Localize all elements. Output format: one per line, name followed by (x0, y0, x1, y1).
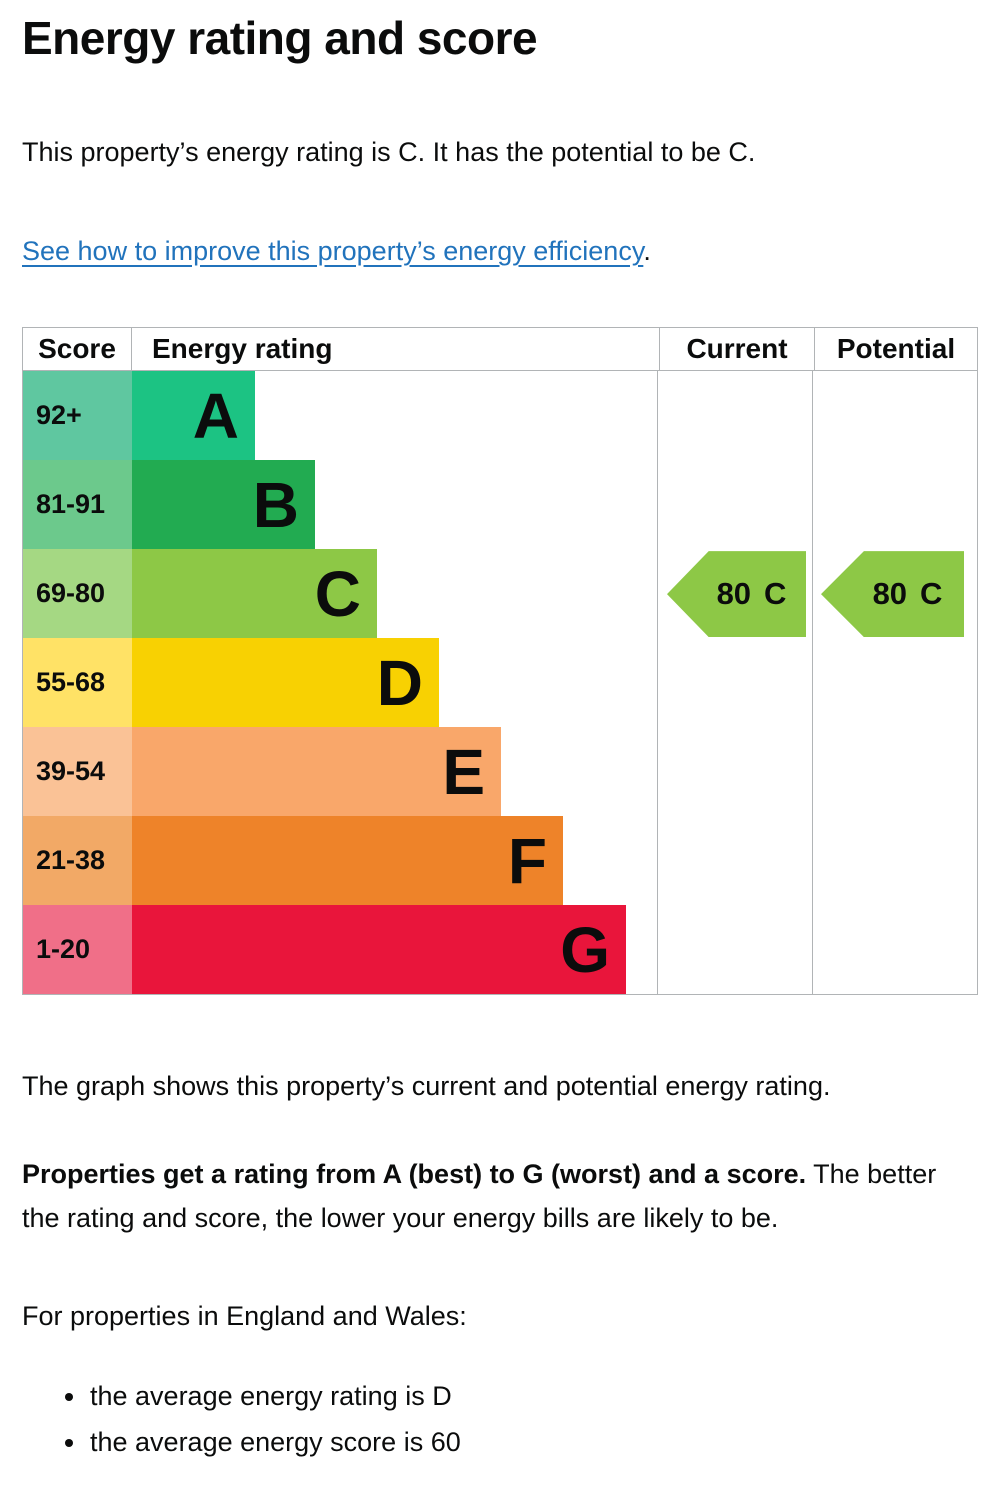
page-title: Energy rating and score (22, 12, 538, 64)
page: Energy rating and score This property’s … (0, 12, 1000, 1461)
header-energy-rating: Energy rating (152, 333, 333, 365)
improve-link-paragraph: See how to improve this property’s energ… (22, 234, 978, 269)
intro-text: This property’s energy rating is C. It h… (22, 136, 756, 167)
rating-bar-c: C (132, 549, 377, 639)
rating-bar-f: F (132, 816, 563, 906)
list-item-average-rating: the average energy rating is D (88, 1378, 978, 1414)
rating-bar-b: B (132, 460, 315, 550)
improve-efficiency-link[interactable]: See how to improve this property’s energ… (22, 235, 644, 266)
list-item-average-score: the average energy score is 60 (88, 1424, 978, 1460)
epc-band-row-b: 81-91 B (23, 460, 657, 550)
score-range-label: 69-80 (23, 549, 132, 639)
epc-band-row-e: 39-54 E (23, 727, 657, 817)
current-rating-column: 80 C (657, 371, 812, 995)
potential-rating-arrow: 80 C (821, 551, 964, 638)
current-score-value: 80 (716, 576, 752, 612)
rating-explanation: Properties get a rating from A (best) to… (22, 1152, 978, 1241)
potential-score-value: 80 (872, 576, 908, 612)
potential-rating-letter: C (920, 576, 943, 612)
epc-band-row-f: 21-38 F (23, 816, 657, 906)
epc-band-row-d: 55-68 D (23, 638, 657, 728)
average-stats-list: the average energy rating is D the avera… (22, 1378, 978, 1461)
region-heading: For properties in England and Wales: (22, 1300, 467, 1331)
epc-band-row-c: 69-80 C (23, 549, 657, 639)
header-score: Score (23, 328, 132, 371)
score-range-label: 1-20 (23, 905, 132, 995)
explanation-rest: The better the rating and score, the low… (22, 1159, 937, 1234)
epc-bands: 92+ A 81-91 B 69-80 C 55-68 D 39-54 E 21-38 F 1-20 G (23, 371, 657, 995)
rating-bar-a: A (132, 371, 255, 461)
potential-rating-column: 80 C (812, 371, 975, 995)
current-rating-letter: C (764, 576, 787, 612)
link-suffix-period: . (643, 235, 651, 266)
epc-band-row-a: 92+ A (23, 371, 657, 461)
score-range-label: 81-91 (23, 460, 132, 550)
graph-caption: The graph shows this property’s current … (22, 1071, 831, 1102)
epc-rating-chart: Score Energy rating Current Potential 92… (22, 327, 978, 996)
rating-bar-g: G (132, 905, 626, 995)
score-range-label: 92+ (23, 371, 132, 461)
epc-chart-header: Score Energy rating Current Potential (23, 328, 977, 372)
score-range-label: 55-68 (23, 638, 132, 728)
epc-chart-body: 92+ A 81-91 B 69-80 C 55-68 D 39-54 E 21-38 F 1-20 G … (23, 371, 977, 995)
score-range-label: 39-54 (23, 727, 132, 817)
explanation-bold-lead: Properties get a rating from A (best) to… (22, 1159, 807, 1190)
score-range-label: 21-38 (23, 816, 132, 906)
epc-band-row-g: 1-20 G (23, 905, 657, 995)
rating-bar-d: D (132, 638, 439, 728)
current-rating-arrow: 80 C (667, 551, 806, 638)
header-current: Current (659, 328, 814, 371)
rating-bar-e: E (132, 727, 501, 817)
header-potential: Potential (814, 328, 977, 371)
